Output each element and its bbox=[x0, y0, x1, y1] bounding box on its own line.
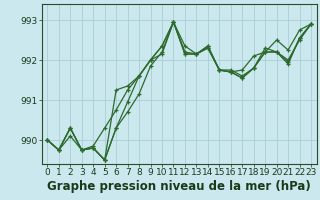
X-axis label: Graphe pression niveau de la mer (hPa): Graphe pression niveau de la mer (hPa) bbox=[47, 180, 311, 193]
